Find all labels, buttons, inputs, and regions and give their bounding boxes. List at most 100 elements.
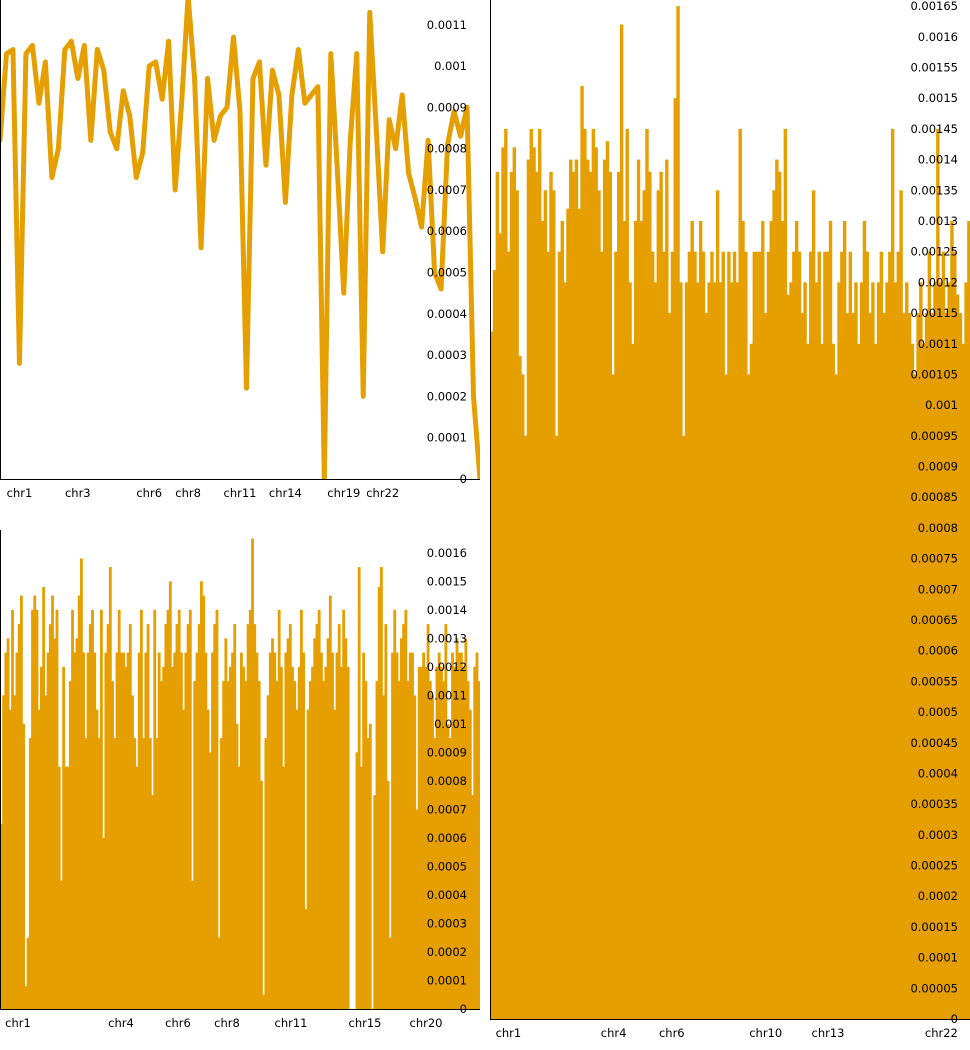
bar — [521, 374, 525, 1019]
bar — [554, 435, 559, 1019]
bar — [224, 638, 228, 1009]
bar — [566, 208, 570, 1019]
bar — [413, 695, 417, 1009]
y-tick-label: 0.00145 — [910, 122, 958, 136]
bar — [437, 652, 441, 1009]
y-tick-label: 0.00065 — [910, 613, 958, 627]
bar — [155, 738, 159, 1009]
y-tick-label: 0.0005 — [918, 705, 958, 719]
bar — [113, 738, 117, 1009]
bar — [549, 171, 553, 1019]
bar — [417, 666, 421, 1009]
bar — [308, 681, 312, 1009]
bar — [876, 282, 881, 1019]
x-tick-label: chr14 — [269, 486, 302, 500]
bar — [964, 282, 968, 1019]
bar — [741, 220, 745, 1019]
bar — [786, 294, 790, 1019]
bar — [710, 251, 714, 1019]
bar — [763, 313, 768, 1019]
bar — [162, 666, 166, 1009]
bar — [133, 738, 137, 1009]
bar — [862, 220, 867, 1019]
bar — [244, 681, 248, 1009]
bar — [46, 652, 50, 1009]
bar — [88, 624, 92, 1009]
y-tick-label: 0.0008 — [427, 142, 467, 156]
bar — [62, 666, 66, 1009]
bar — [950, 220, 954, 1019]
bar — [280, 666, 283, 1009]
x-tick-label: chr20 — [410, 1016, 443, 1030]
bar — [368, 723, 372, 1009]
bar — [707, 282, 711, 1019]
y-tick-label: 0.00085 — [910, 490, 958, 504]
bar — [420, 666, 423, 1009]
bar — [386, 780, 390, 1009]
bar — [424, 666, 428, 1009]
bar — [650, 251, 655, 1019]
bar — [142, 738, 146, 1009]
bar — [766, 251, 771, 1019]
bar — [237, 766, 241, 1009]
bar — [662, 251, 666, 1019]
bar — [471, 795, 474, 1009]
bar — [111, 681, 114, 1009]
x-tick-label: chr1 — [496, 1026, 522, 1040]
bar — [625, 128, 629, 1019]
bar — [160, 681, 163, 1009]
bar — [538, 128, 542, 1019]
bar — [433, 738, 437, 1009]
bar — [84, 738, 88, 1009]
bar — [811, 190, 816, 1019]
y-tick-label: 0.0005 — [427, 266, 467, 280]
bar — [693, 251, 697, 1019]
bar — [226, 681, 230, 1009]
bar — [266, 695, 270, 1009]
bar — [173, 652, 177, 1009]
bar — [457, 652, 461, 1009]
bar — [197, 624, 201, 1009]
bar — [557, 251, 562, 1019]
bar — [919, 282, 923, 1019]
bar — [667, 313, 672, 1019]
bar — [916, 313, 920, 1019]
bar — [922, 343, 926, 1019]
bar — [927, 251, 932, 1019]
y-tick-label: 0.0004 — [427, 307, 467, 321]
top-left-line-panel: 0 0.0001 0.0002 0.0003 0.0004 0.0005 0.0006 0.0… — [0, 0, 480, 500]
bar — [679, 282, 683, 1019]
bar — [899, 190, 903, 1019]
y-tick-label: 0.00135 — [910, 183, 958, 197]
bar — [340, 666, 343, 1009]
y-tick-label: 0.0003 — [427, 348, 467, 362]
bar — [188, 609, 192, 1009]
bar — [31, 609, 34, 1009]
bar — [242, 666, 246, 1009]
bar — [262, 994, 266, 1009]
bar — [569, 159, 573, 1019]
y-tick-label: 0.00025 — [910, 859, 958, 873]
bar — [251, 538, 254, 1009]
y-tick-label: 0.0011 — [427, 688, 467, 702]
bar — [504, 128, 508, 1019]
y-tick-label: 0.0014 — [918, 153, 958, 167]
bar — [397, 681, 401, 1009]
bar — [6, 638, 10, 1009]
bar — [20, 595, 23, 1009]
bar — [840, 251, 844, 1019]
bar — [636, 159, 641, 1019]
bar — [744, 251, 748, 1019]
bar — [53, 638, 57, 1009]
bar — [33, 595, 37, 1009]
y-tick-label: 0.0001 — [918, 951, 958, 965]
bar — [831, 343, 836, 1019]
bar — [264, 738, 268, 1009]
bar — [37, 709, 41, 1009]
bar — [837, 282, 841, 1019]
bar — [375, 681, 379, 1009]
bar — [57, 766, 61, 1009]
bar — [591, 128, 596, 1019]
y-tick-label: 0.00115 — [910, 306, 958, 320]
y-tick-label: 0.0005 — [427, 859, 467, 873]
